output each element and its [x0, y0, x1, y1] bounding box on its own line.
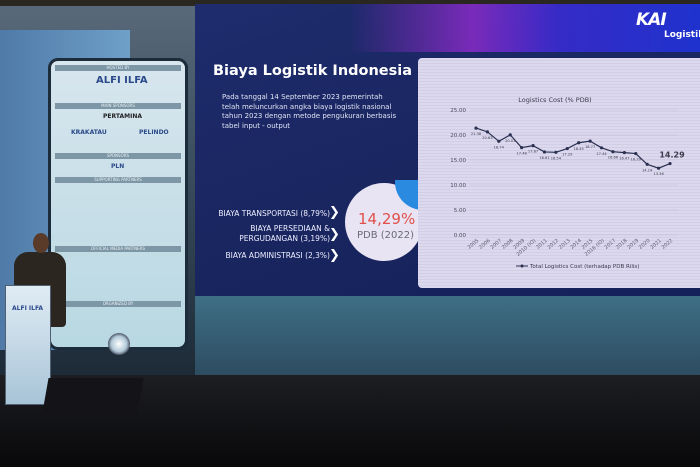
cost-breakdown: BIAYA TRANSPORTASI (8,79%) BIAYA PERSEDI…	[205, 205, 330, 275]
data-point	[565, 146, 569, 151]
x-tick-label: 2017	[604, 238, 618, 251]
y-tick-label: 0.00	[454, 233, 467, 239]
data-point	[508, 133, 512, 137]
banner-section: ORGANIZED BY	[55, 301, 181, 307]
x-tick-label: 2022	[661, 238, 675, 251]
y-tick-label: 5.00	[454, 208, 467, 214]
x-tick-label: 2014	[569, 238, 583, 251]
data-point	[531, 144, 535, 148]
series-line	[475, 127, 671, 169]
slide-title: Biaya Logistik Indonesia	[213, 63, 413, 79]
speaker-head	[33, 233, 49, 253]
x-tick-label: 2018	[615, 238, 629, 251]
data-point	[622, 151, 626, 155]
kai-logo: KAI	[636, 10, 667, 30]
podium-logo: ALFI ILFA	[12, 305, 43, 312]
data-label: 21.38	[471, 132, 482, 136]
data-label: 16.54	[551, 156, 562, 160]
alfi-logo: ALFI ILFA	[96, 75, 148, 86]
stage-monitor	[41, 378, 144, 418]
banner-section: OFFICIAL MEDIA PARTNERS	[55, 246, 181, 252]
sponsor-banner: HOSTED BY ALFI ILFA MAIN SPONSORS PERTAM…	[48, 58, 188, 350]
stage-backdrop	[195, 296, 700, 376]
data-point	[668, 161, 672, 166]
data-point	[542, 150, 547, 154]
pelindo-logo: PELINDO	[139, 129, 169, 136]
x-tick-label: 2007	[489, 238, 503, 251]
data-point	[474, 126, 478, 130]
x-tick-label: 2019	[626, 238, 640, 251]
data-label: 14.29	[659, 151, 685, 160]
legend-label: Total Logistics Cost (terhadap PDB Rilis…	[529, 264, 639, 270]
data-label: 18.45	[574, 147, 584, 151]
legend: Total Logistics Cost (terhadap PDB Rilis…	[516, 264, 639, 270]
x-tick-label: 2011	[535, 238, 549, 251]
data-label: 18.77	[585, 145, 595, 149]
data-label: 17.44	[596, 152, 607, 156]
data-label: 16.47	[619, 157, 629, 161]
chevron-right-icon: ❯	[329, 248, 340, 263]
data-point	[634, 151, 638, 156]
x-tick-label: 2012	[547, 238, 561, 251]
cost-item-inventory: BIAYA PERSEDIAAN & PERGUDANGAN (3,19%)	[239, 224, 330, 243]
y-tick-label: 10.00	[450, 183, 466, 189]
x-tick-label: 2020	[638, 238, 652, 251]
data-point	[554, 150, 558, 154]
data-label: 16.66	[608, 156, 619, 160]
data-point	[656, 166, 661, 170]
data-label: 16.61	[539, 156, 549, 160]
banner-section: HOSTED BY	[55, 65, 181, 71]
data-label: 16.29	[631, 158, 642, 162]
banner-section: SPONSORS	[55, 153, 181, 159]
data-label: 17.87	[528, 150, 538, 154]
data-point	[588, 139, 592, 143]
data-point	[611, 150, 615, 154]
podium	[5, 285, 51, 405]
data-label: 20.63	[482, 136, 492, 140]
y-tick-label: 15.00	[450, 158, 466, 164]
chart-title: Logistics Cost (% PDB)	[518, 96, 591, 104]
data-point	[485, 130, 490, 134]
data-label: 20.03	[505, 139, 515, 143]
x-tick-label: 2008	[501, 238, 515, 251]
x-tick-label: 2005	[467, 238, 481, 251]
chevron-right-icon: ❯	[329, 205, 340, 220]
cost-item-transport: BIAYA TRANSPORTASI (8,79%)	[218, 209, 330, 218]
y-tick-label: 20.00	[450, 133, 466, 139]
stage-light	[108, 333, 130, 355]
data-point	[497, 139, 501, 143]
data-label: 17.29	[562, 153, 573, 157]
data-label: 18.74	[494, 145, 505, 149]
total-caption: PDB (2022)	[357, 230, 415, 241]
ceiling	[0, 0, 700, 6]
kai-logistik-label: Logistik	[664, 30, 700, 40]
header-gradient	[350, 4, 700, 52]
data-label: 17.48	[516, 152, 527, 156]
x-tick-label: 2013	[558, 238, 572, 251]
logistics-cost-chart: Logistics Cost (% PDB) 0.00 5.00 10.00 15.0…	[450, 96, 685, 270]
x-tick-label: 2006	[478, 238, 492, 251]
chart-panel	[418, 58, 700, 288]
total-percentage: 14,29%	[358, 210, 416, 228]
data-point	[577, 141, 581, 145]
x-tick-label: 2021	[649, 238, 663, 251]
banner-section: SUPPORTING PARTNERS	[55, 177, 181, 183]
data-point	[645, 162, 649, 166]
data-label: 14.14	[642, 168, 653, 172]
slide-paragraph: Pada tanggal 14 September 2023 pemerinta…	[222, 93, 397, 130]
chevron-right-icon: ❯	[329, 227, 340, 242]
data-point	[599, 146, 604, 150]
pln-logo: PLN	[111, 163, 125, 170]
cost-item-admin: BIAYA ADMINISTRASI (2,3%)	[225, 251, 330, 260]
pertamina-logo: PERTAMINA	[103, 113, 142, 120]
data-point	[520, 146, 524, 150]
krakatau-logo: KRAKATAU	[71, 129, 107, 136]
banner-section: MAIN SPONSORS	[55, 103, 181, 109]
data-label: 13.36	[653, 172, 664, 176]
y-tick-label: 25.00	[450, 108, 466, 114]
